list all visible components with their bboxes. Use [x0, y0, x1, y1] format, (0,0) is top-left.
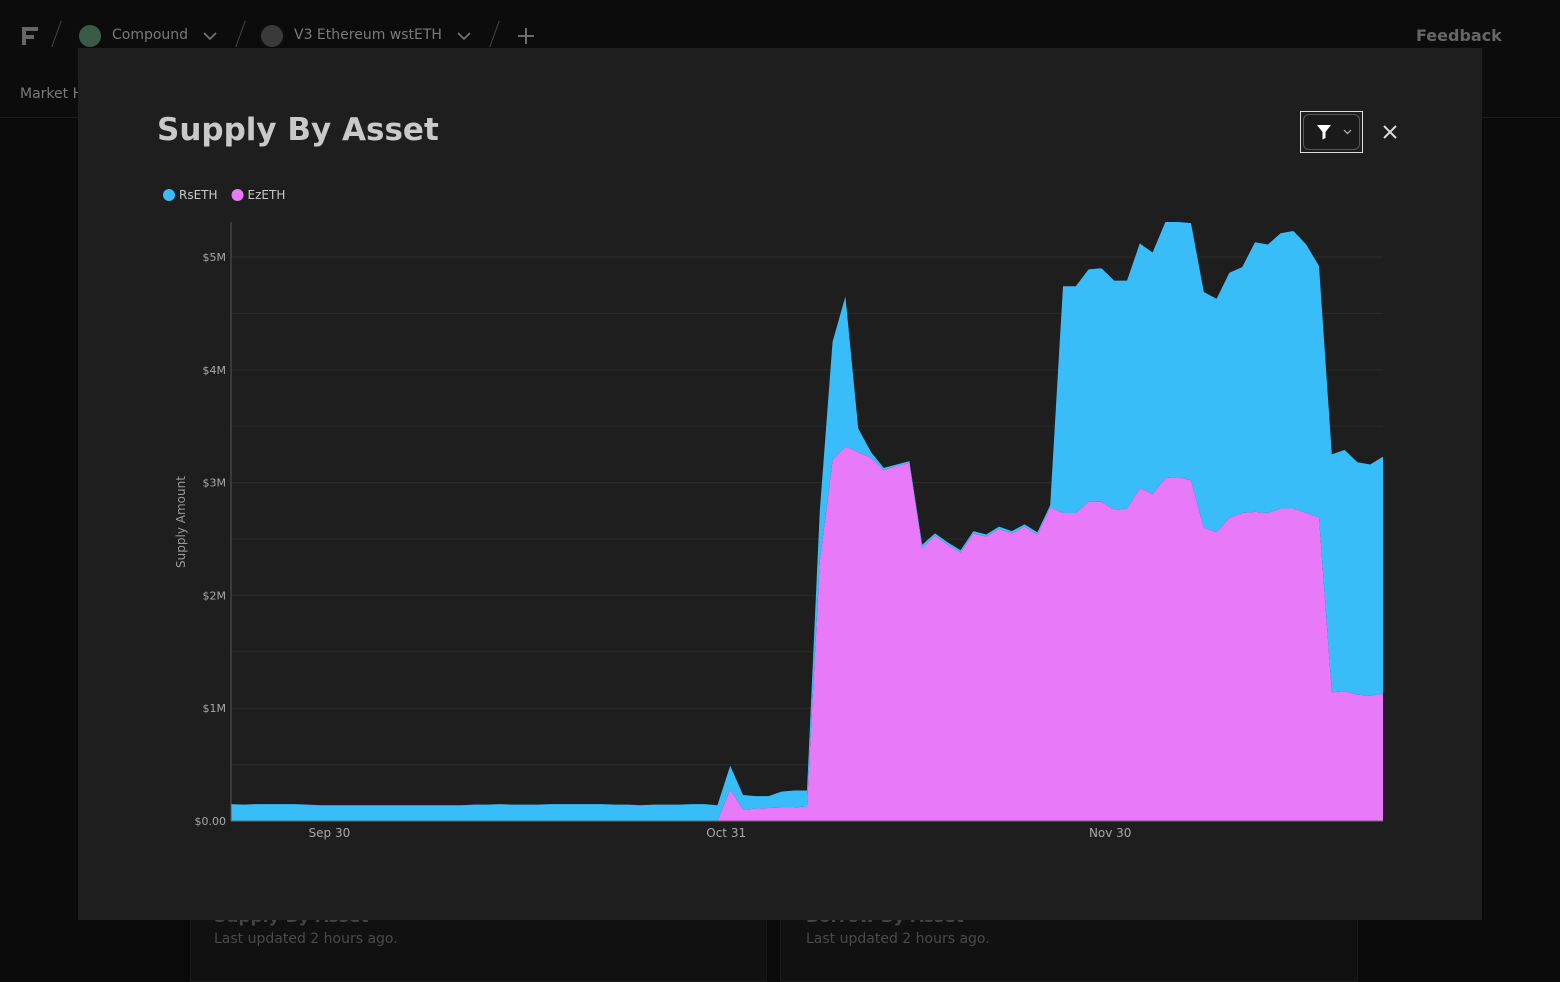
- modal: Supply By Asset $0.00 $1M $2M $3M $4M $5M Sep …: [78, 48, 1482, 920]
- legend-swatch: [231, 189, 244, 201]
- filter-focus: [1300, 111, 1363, 153]
- filter-icon: [1317, 125, 1352, 140]
- add-button[interactable]: [517, 27, 535, 45]
- feedback-button[interactable]: Feedback: [1416, 26, 1502, 45]
- x-tick-label: Nov 30: [1089, 826, 1132, 840]
- market-select[interactable]: V3 Ethereum wstETH: [294, 27, 442, 43]
- chevron: [457, 32, 471, 41]
- separator: [51, 20, 62, 48]
- close-button[interactable]: [1382, 124, 1398, 140]
- separator: [235, 20, 246, 48]
- y-tick-label: $5M: [203, 251, 227, 264]
- y-tick-label: $1M: [203, 702, 227, 715]
- filter-button[interactable]: [1303, 114, 1360, 150]
- protocol-select[interactable]: Compound: [112, 27, 189, 43]
- card-updated: Last updated 2 hours ago.: [806, 931, 990, 947]
- modal-title: Supply By Asset: [157, 112, 439, 148]
- area: [231, 446, 1383, 821]
- logo[interactable]: [20, 25, 40, 47]
- protocol-icon: [79, 25, 101, 47]
- chart: $0.00 $1M $2M $3M $4M $5M Sep 30 Oct 31 Nov 30 Su…: [163, 188, 1383, 840]
- legend-label: RsETH: [179, 188, 218, 202]
- y-tick-label: $3M: [203, 477, 227, 490]
- chevron: [203, 32, 217, 41]
- network-icon: [261, 25, 283, 47]
- area: [231, 222, 1383, 821]
- x-tick-label: Oct 31: [706, 826, 746, 840]
- separator: [489, 20, 500, 48]
- x-tick-label: Sep 30: [309, 826, 351, 840]
- tab[interactable]: Market H: [20, 86, 84, 102]
- y-tick-label: $4M: [203, 364, 227, 377]
- y-tick-label: $2M: [203, 589, 227, 602]
- legend-swatch: [163, 189, 175, 201]
- y-axis-label: Supply Amount: [174, 476, 188, 568]
- y-tick-label: $0.00: [195, 815, 227, 828]
- legend-label: EzETH: [248, 188, 286, 202]
- card-updated: Last updated 2 hours ago.: [214, 931, 398, 947]
